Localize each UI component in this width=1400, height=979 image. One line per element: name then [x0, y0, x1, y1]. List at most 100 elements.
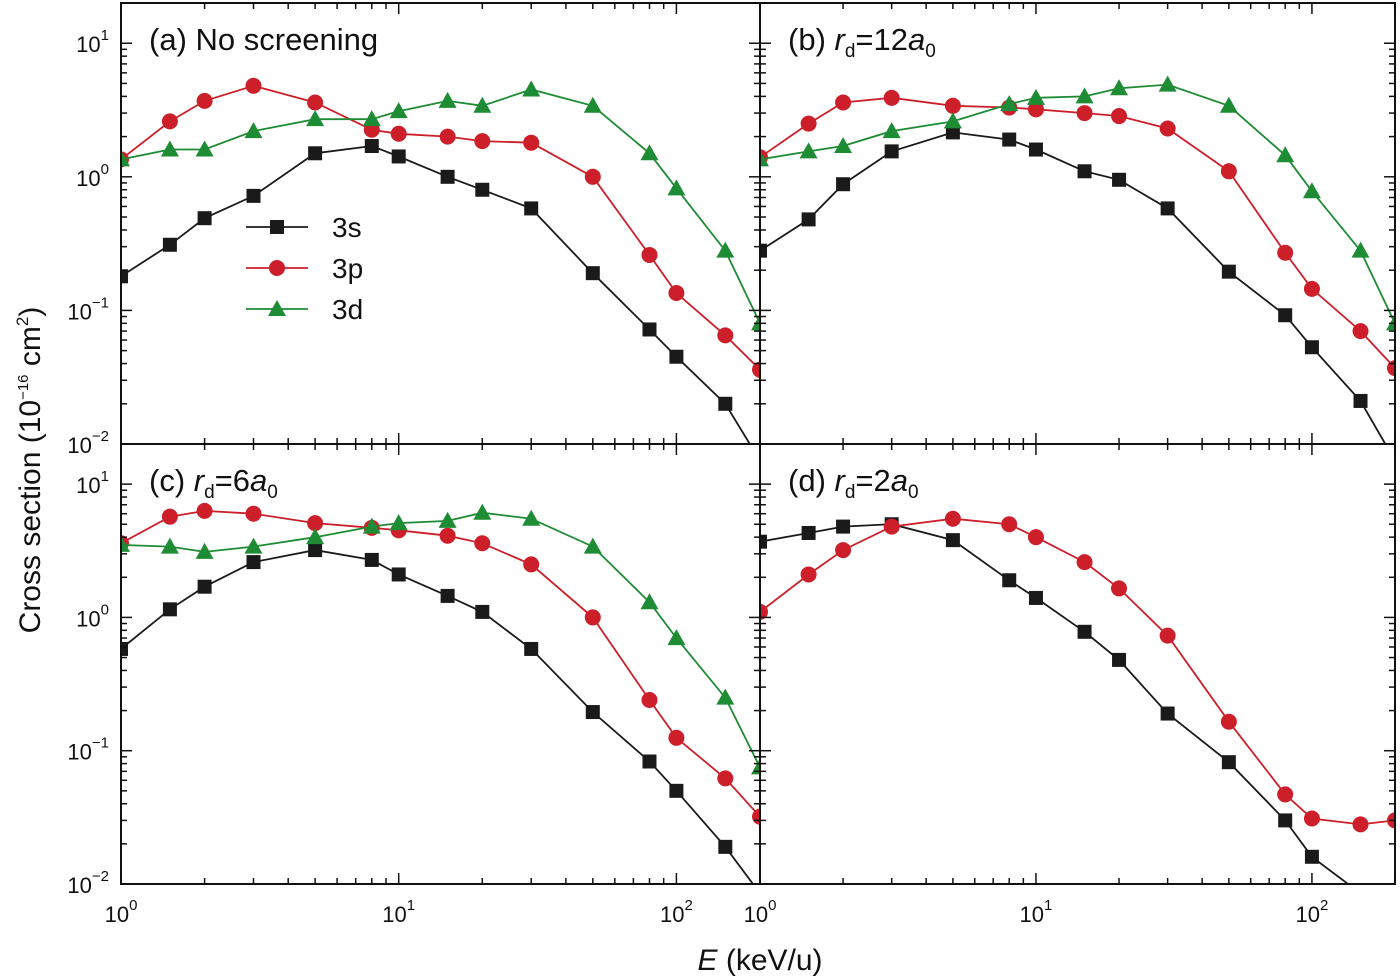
data-point-b-3p-11 [1277, 244, 1294, 261]
panel-c-data [121, 502, 767, 900]
data-point-a-3s-12 [669, 349, 684, 364]
data-point-a-3s-7 [440, 169, 455, 184]
data-point-b-3s-9 [1160, 201, 1175, 216]
data-point-c-3s-0 [121, 641, 128, 656]
data-point-b-3p-9 [1159, 120, 1176, 137]
series-line-a-3d [121, 88, 760, 324]
data-point-b-3p-2 [835, 94, 852, 111]
x-tick-label: 102 [1296, 897, 1329, 927]
data-point-d-3s-4 [945, 533, 960, 548]
data-point-c-3d-8 [473, 503, 492, 520]
data-point-d-3p-0 [760, 603, 768, 620]
data-point-a-3p-2 [196, 92, 213, 109]
x-tick-label: 101 [1020, 897, 1053, 927]
legend-marker-3s [270, 220, 284, 234]
series-line-a-3s [121, 145, 751, 444]
legend-label-3d: 3d [332, 294, 363, 325]
data-point-b-3s-8 [1112, 172, 1127, 187]
data-point-c-3s-5 [364, 552, 379, 567]
panel-frame-c [120, 443, 761, 885]
data-point-d-3p-6 [1027, 529, 1044, 546]
data-point-a-3p-4 [307, 94, 324, 111]
data-point-a-3s-3 [246, 188, 261, 203]
data-point-c-3d-12 [667, 629, 686, 646]
data-point-c-3d-2 [195, 542, 214, 559]
x-tick-label: 102 [660, 897, 693, 927]
y-tick-label: 10−1 [67, 294, 109, 324]
data-point-a-3s-4 [308, 146, 323, 161]
data-point-c-3d-0 [121, 535, 130, 552]
legend-marker-3d [268, 300, 286, 316]
panel-a-data [121, 77, 760, 444]
data-point-b-3s-2 [836, 177, 851, 192]
data-point-a-3p-1 [161, 113, 178, 130]
data-point-c-3d-9 [522, 509, 541, 526]
data-point-d-3s-8 [1112, 652, 1127, 667]
data-point-d-3s-1 [801, 525, 816, 540]
data-point-b-3s-5 [1002, 132, 1017, 147]
series-line-b-3p [760, 96, 1395, 369]
data-point-a-3d-8 [473, 96, 492, 113]
data-point-c-3d-13 [716, 688, 735, 705]
data-point-b-3d-4 [943, 112, 962, 129]
data-point-a-3d-1 [160, 140, 179, 157]
data-point-a-3s-11 [642, 322, 657, 337]
data-point-a-3p-13 [717, 327, 734, 344]
data-point-b-3p-1 [800, 115, 817, 132]
data-point-c-3s-4 [308, 543, 323, 558]
data-point-a-3d-7 [438, 91, 457, 108]
data-point-b-3d-6 [1026, 88, 1045, 105]
axis-ticks [759, 443, 1396, 885]
data-point-c-3p-4 [307, 515, 324, 532]
data-point-d-3p-13 [1352, 816, 1369, 833]
series-line-b-3s [760, 131, 1387, 444]
panel-label-c: (c) rd=6a0 [149, 463, 278, 503]
data-point-d-3s-12 [1304, 849, 1319, 864]
data-point-b-3d-9 [1158, 75, 1177, 92]
data-point-a-3d-14 [751, 314, 760, 331]
data-point-a-3d-12 [667, 179, 686, 196]
data-point-a-3s-2 [197, 211, 212, 226]
data-point-c-3d-6 [389, 514, 408, 531]
data-point-d-3p-8 [1111, 580, 1128, 597]
axis-ticks [120, 443, 761, 885]
plot-layer [121, 75, 1395, 900]
data-point-b-3p-8 [1111, 108, 1128, 125]
data-point-a-3d-3 [244, 122, 263, 139]
data-point-c-3s-14 [753, 886, 767, 900]
data-point-a-3p-6 [390, 125, 407, 142]
series-line-b-3d [760, 83, 1395, 324]
series-line-a-3p [121, 84, 760, 371]
x-tick-label: 101 [382, 897, 415, 927]
data-point-a-3d-11 [640, 144, 659, 161]
data-point-c-3s-3 [246, 555, 261, 570]
data-point-d-3p-2 [835, 542, 852, 559]
x-tick-label: 100 [105, 897, 138, 927]
y-tick-label: 100 [76, 601, 109, 631]
panel-d-data [760, 510, 1395, 884]
data-point-c-3p-1 [161, 508, 178, 525]
series-line-d-3s [760, 523, 1350, 884]
data-point-d-3p-1 [800, 566, 817, 583]
data-point-d-3s-11 [1278, 813, 1293, 828]
data-point-a-3p-3 [245, 77, 262, 94]
y-tick-label: 100 [76, 161, 109, 191]
frame-layer: (a) No screening (b) rd=12a0 (c) rd=6a0 (d)… [120, 2, 1396, 885]
panel-frame-b [759, 2, 1396, 445]
data-point-b-3p-4 [944, 97, 961, 114]
data-point-b-3s-1 [801, 212, 816, 227]
data-point-b-3s-3 [884, 144, 899, 159]
data-point-c-3d-5 [362, 517, 381, 534]
series-line-c-3d [121, 511, 760, 768]
x-tick-label: 100 [744, 897, 777, 927]
data-point-b-3s-7 [1077, 164, 1092, 179]
data-point-c-3d-7 [438, 511, 457, 528]
data-point-b-3d-10 [1219, 96, 1238, 113]
data-point-d-3s-10 [1221, 755, 1236, 770]
data-point-b-3d-12 [1302, 182, 1321, 199]
data-point-c-3d-14 [751, 758, 760, 775]
x-axis-title: E (keV/u) [697, 944, 822, 977]
panel-b-data [760, 75, 1395, 444]
data-point-c-3s-9 [524, 641, 539, 656]
data-point-d-3p-10 [1220, 713, 1237, 730]
